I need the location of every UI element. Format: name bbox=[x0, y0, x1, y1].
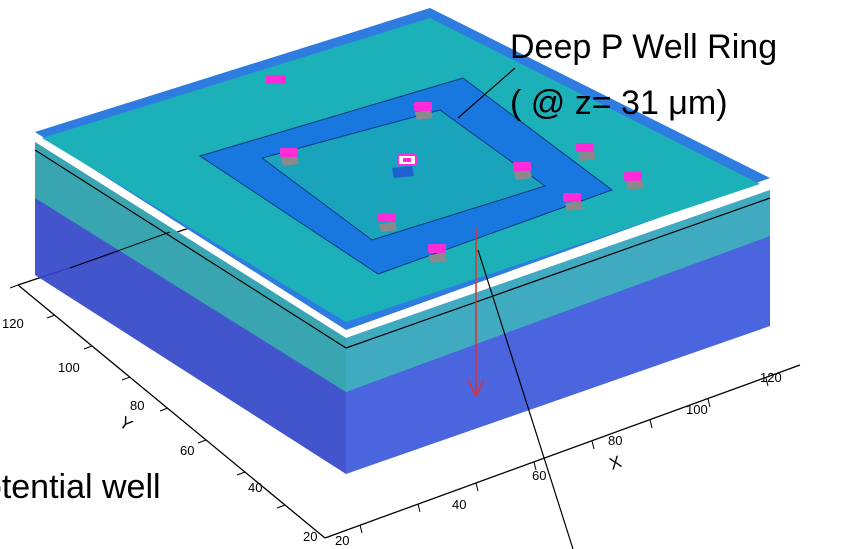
ring-callout-line bbox=[457, 67, 516, 119]
contact-pad bbox=[280, 148, 299, 166]
y-tick-label: 120 bbox=[2, 316, 24, 331]
x-tick-label: 20 bbox=[335, 533, 349, 548]
x-tick-label: 120 bbox=[760, 370, 782, 385]
epi-layer-left bbox=[35, 142, 346, 392]
x-axis-ticks bbox=[359, 377, 769, 534]
x-tick-label: 40 bbox=[452, 497, 466, 512]
y-axis-ticks bbox=[9, 284, 286, 509]
y-axis-label: Y bbox=[116, 413, 136, 435]
y-tick-label: 40 bbox=[248, 480, 262, 495]
x-tick-label: 100 bbox=[686, 402, 708, 417]
annotation-title: Deep P Well Ring bbox=[510, 28, 778, 66]
well-callout-line bbox=[477, 249, 574, 549]
y-tick-label: 80 bbox=[130, 398, 144, 413]
contact-pad bbox=[576, 143, 596, 161]
left-callout-line bbox=[69, 231, 171, 269]
contact-pad bbox=[414, 102, 433, 120]
epi-layer-right bbox=[346, 190, 770, 392]
y-tick-label: 20 bbox=[303, 529, 317, 544]
contact-pad-edge bbox=[266, 75, 286, 84]
x-tick-label: 60 bbox=[532, 468, 546, 483]
center-contact bbox=[392, 154, 417, 178]
y-tick-label: 100 bbox=[58, 360, 80, 375]
contact-pad bbox=[428, 244, 447, 263]
contact-pad bbox=[513, 162, 532, 180]
x-axis-label: X bbox=[607, 452, 624, 474]
contacts bbox=[266, 75, 644, 263]
potential-well-label: potential well bbox=[0, 468, 161, 506]
depth-arrow bbox=[467, 228, 485, 398]
contact-pad bbox=[563, 193, 583, 211]
x-tick-label: 80 bbox=[608, 433, 622, 448]
contact-pad bbox=[378, 213, 397, 232]
contact-pad bbox=[624, 172, 644, 190]
annotation-depth: ( @ z= 31 μm) bbox=[510, 84, 728, 122]
y-tick-label: 60 bbox=[180, 443, 194, 458]
